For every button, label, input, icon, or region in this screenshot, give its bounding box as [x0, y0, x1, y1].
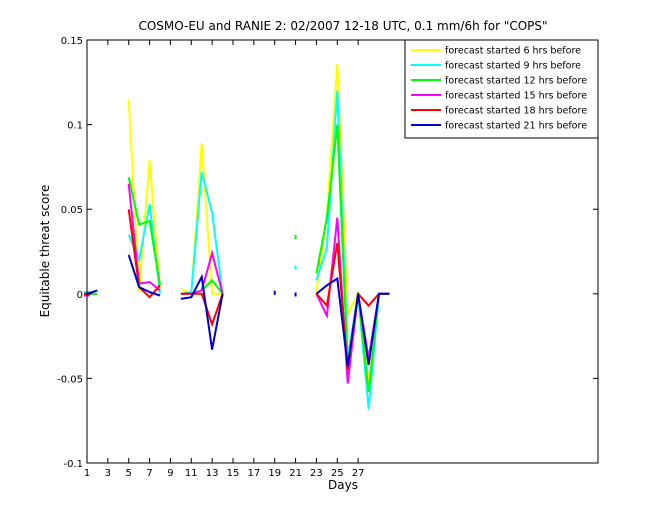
legend-label-5: forecast started 18 hrs before [445, 106, 587, 117]
legend: forecast started 6 hrs before forecast st… [404, 39, 599, 139]
series-6-line [86, 289, 98, 295]
x-tick-label: 9 [167, 468, 173, 479]
x-tick-label: 1 [84, 468, 90, 479]
series-2-line [180, 171, 224, 295]
legend-box [404, 39, 599, 139]
series-3-line [127, 176, 161, 286]
y-tick-label: 0 [77, 290, 83, 301]
y-tick-label: 0.1 [67, 121, 83, 132]
x-tick-label: 15 [227, 468, 240, 479]
x-tick-label: 17 [247, 468, 260, 479]
y-axis-label: Equitable threat score [38, 185, 52, 318]
x-tick-label: 3 [105, 468, 111, 479]
series-layer [84, 63, 390, 409]
series-6-line [315, 276, 390, 367]
x-tick-label: 19 [268, 468, 281, 479]
x-tick-label: 13 [206, 468, 219, 479]
series-5-line [127, 209, 161, 299]
y-tick-label: -0.05 [57, 374, 83, 385]
x-axis-label: Days [328, 478, 358, 492]
y-tick-label: -0.1 [63, 459, 83, 470]
legend-label-6: forecast started 21 hrs before [445, 121, 587, 132]
x-tick-label: 27 [352, 468, 365, 479]
x-tick-label: 25 [331, 468, 344, 479]
axes-box [86, 39, 599, 464]
x-tick-label: 21 [289, 468, 302, 479]
x-tick-label: 11 [185, 468, 198, 479]
series-4-line [127, 183, 161, 292]
x-tick-label: 23 [310, 468, 323, 479]
y-tick-label: 0.15 [61, 36, 83, 47]
series-6-line [127, 254, 161, 297]
series-1-line [127, 99, 161, 293]
x-tick-label: 5 [126, 468, 132, 479]
x-tick-label: 7 [146, 468, 152, 479]
y-tick-label: 0.05 [61, 205, 83, 216]
axes-layer: 1 3 5 7 9 11 13 15 17 19 21 23 25 27-0.1-0.0500.050.1… [57, 36, 599, 479]
series-5-line [180, 292, 224, 328]
chart-title: COSMO-EU and RANIE 2: 02/2007 12-18 UTC,… [138, 19, 547, 33]
legend-label-1: forecast started 6 hrs before [445, 46, 581, 57]
legend-label-3: forecast started 12 hrs before [445, 76, 587, 87]
legend-label-4: forecast started 15 hrs before [445, 91, 587, 102]
legend-label-2: forecast started 9 hrs before [445, 61, 581, 72]
series-6-line [180, 273, 224, 350]
